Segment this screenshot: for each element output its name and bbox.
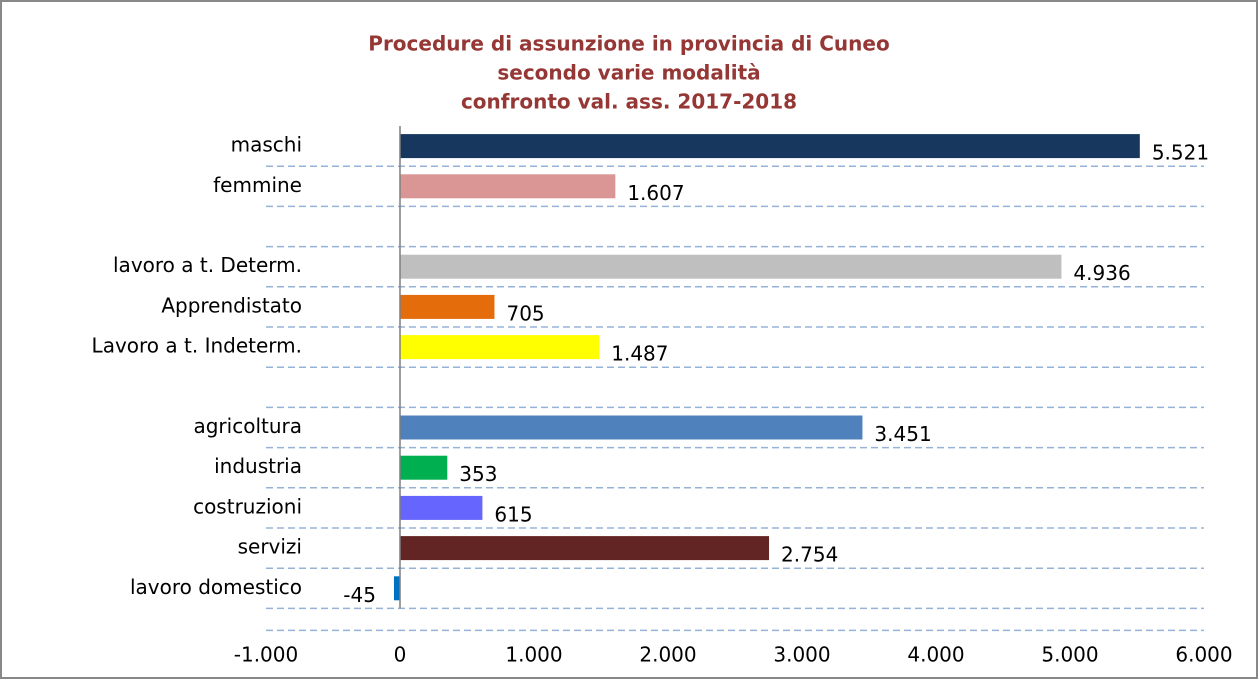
bar	[400, 254, 1062, 279]
x-tick-label: 0	[394, 643, 407, 667]
x-tick-label: 6.000	[1175, 643, 1232, 667]
y-tick-label: Lavoro a t. Indeterm.	[92, 334, 302, 358]
data-label: -45	[343, 583, 376, 607]
chart-title: Procedure di assunzione in provincia di …	[368, 32, 889, 114]
y-tick-label: industria	[214, 454, 302, 478]
data-label: 1.487	[611, 342, 668, 366]
bar	[400, 335, 600, 360]
bar	[400, 174, 616, 199]
bar	[400, 455, 448, 480]
y-tick-label: femmine	[213, 173, 302, 197]
x-tick-label: -1.000	[234, 643, 298, 667]
bar	[400, 536, 770, 561]
y-tick-label: servizi	[238, 535, 302, 559]
data-label: 615	[494, 502, 532, 526]
title-line: Procedure di assunzione in provincia di …	[368, 32, 889, 56]
data-label: 5.521	[1152, 141, 1209, 165]
data-label: 2.754	[781, 543, 838, 567]
y-tick-label: lavoro domestico	[130, 575, 302, 599]
x-tick-label: 3.000	[773, 643, 830, 667]
data-label: 1.607	[627, 181, 684, 205]
y-tick-label: lavoro a t. Determ.	[113, 253, 302, 277]
x-tick-label: 5.000	[1041, 643, 1098, 667]
y-tick-label: costruzioni	[193, 494, 302, 518]
bar	[400, 495, 483, 520]
bar	[400, 134, 1140, 159]
data-label: 4.936	[1073, 261, 1130, 285]
y-tick-label: Apprendistato	[161, 293, 302, 317]
x-tick-label: 2.000	[639, 643, 696, 667]
data-label: 3.451	[874, 422, 931, 446]
title-line: confronto val. ass. 2017-2018	[461, 90, 797, 114]
bar	[400, 294, 495, 319]
bar	[400, 415, 863, 440]
data-label: 705	[506, 301, 544, 325]
x-tick-label: 1.000	[505, 643, 562, 667]
y-tick-label: maschi	[231, 133, 302, 157]
bar	[393, 576, 400, 601]
y-tick-label: agricoltura	[193, 414, 302, 438]
data-label: 353	[459, 462, 497, 486]
x-tick-label: 4.000	[907, 643, 964, 667]
title-line: secondo varie modalità	[497, 61, 760, 85]
